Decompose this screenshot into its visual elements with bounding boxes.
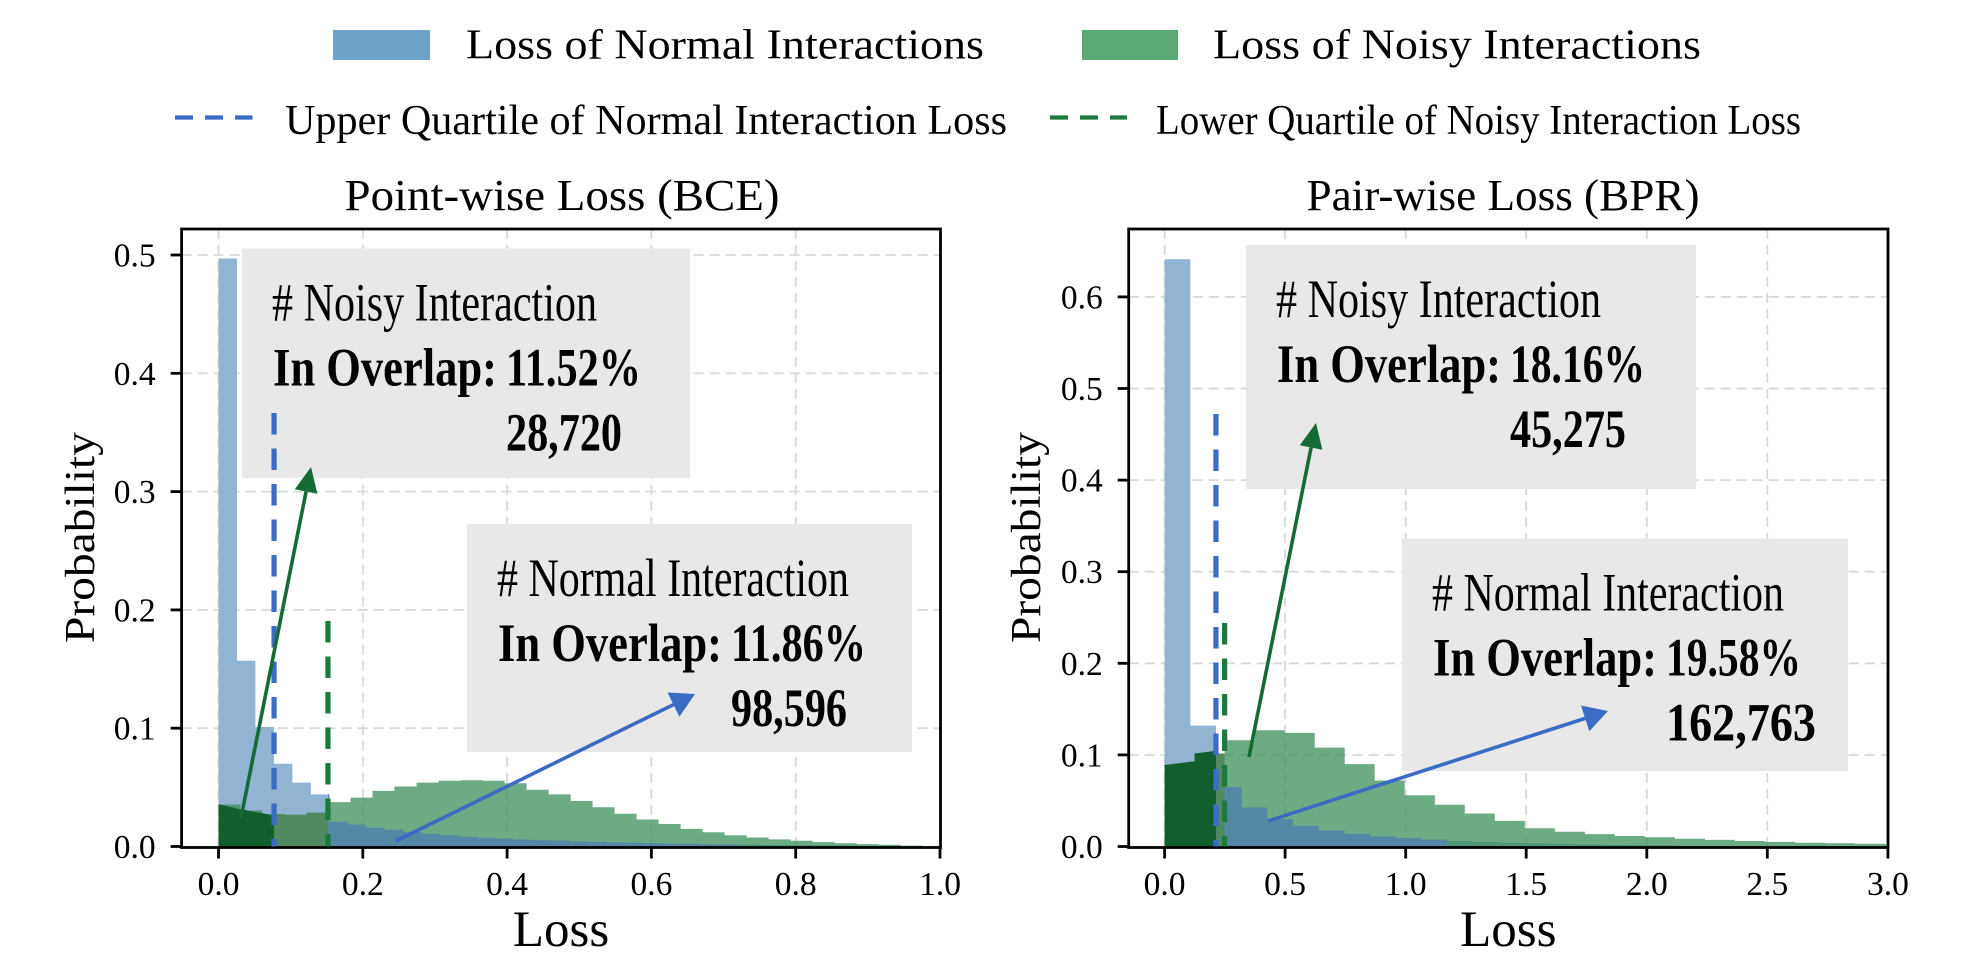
svg-text:0.8: 0.8: [775, 866, 817, 903]
svg-text:0.2: 0.2: [1061, 646, 1103, 683]
svg-text:0.6: 0.6: [1061, 279, 1103, 316]
svg-text:98,596: 98,596: [731, 678, 847, 738]
svg-text:45,275: 45,275: [1510, 399, 1626, 459]
svg-text:In Overlap:: In Overlap:: [1433, 628, 1657, 688]
svg-text:0.4: 0.4: [1061, 463, 1103, 500]
svg-text:28,720: 28,720: [506, 403, 622, 463]
svg-text:0.5: 0.5: [1264, 866, 1306, 903]
svg-text:0.4: 0.4: [114, 356, 156, 393]
svg-text:2.5: 2.5: [1746, 866, 1788, 903]
svg-text:Probability: Probability: [1004, 432, 1050, 643]
svg-text:0.0: 0.0: [1144, 866, 1186, 903]
svg-text:In Overlap:: In Overlap:: [273, 338, 497, 398]
svg-text:Loss of Noisy Interactions: Loss of Noisy Interactions: [1213, 23, 1701, 69]
svg-text:3.0: 3.0: [1867, 866, 1909, 903]
svg-text:11.52%: 11.52%: [506, 338, 641, 398]
svg-text:2.0: 2.0: [1626, 866, 1668, 903]
svg-text:# Normal Interaction: # Normal Interaction: [497, 548, 849, 608]
svg-text:1.0: 1.0: [1385, 866, 1427, 903]
svg-text:0.3: 0.3: [1061, 554, 1103, 591]
svg-text:# Noisy Interaction: # Noisy Interaction: [1276, 269, 1601, 329]
svg-text:# Noisy Interaction: # Noisy Interaction: [272, 273, 597, 333]
svg-text:0.0: 0.0: [1061, 829, 1103, 866]
svg-text:Upper Quartile of Normal Inter: Upper Quartile of Normal Interaction Los…: [285, 98, 1007, 144]
svg-text:0.2: 0.2: [114, 592, 156, 629]
svg-text:0.5: 0.5: [1061, 371, 1103, 408]
svg-text:0.6: 0.6: [630, 866, 672, 903]
svg-text:1.0: 1.0: [919, 866, 961, 903]
svg-text:Pair-wise Loss (BPR): Pair-wise Loss (BPR): [1307, 171, 1700, 220]
svg-text:0.2: 0.2: [342, 866, 384, 903]
svg-text:0.0: 0.0: [114, 829, 156, 866]
svg-text:0.3: 0.3: [114, 474, 156, 511]
svg-text:Probability: Probability: [58, 432, 104, 643]
svg-text:In Overlap:: In Overlap:: [498, 613, 722, 673]
svg-text:18.16%: 18.16%: [1510, 334, 1645, 394]
svg-text:Loss of Normal Interactions: Loss of Normal Interactions: [466, 23, 984, 69]
svg-text:0.5: 0.5: [114, 238, 156, 275]
svg-text:Loss: Loss: [1460, 902, 1556, 958]
svg-text:11.86%: 11.86%: [731, 613, 866, 673]
svg-text:19.58%: 19.58%: [1666, 628, 1801, 688]
svg-text:0.0: 0.0: [198, 866, 240, 903]
svg-text:# Normal Interaction: # Normal Interaction: [1432, 563, 1784, 623]
svg-text:0.1: 0.1: [1061, 737, 1103, 774]
svg-text:162,763: 162,763: [1666, 693, 1816, 753]
svg-text:1.5: 1.5: [1505, 866, 1547, 903]
svg-text:In Overlap:: In Overlap:: [1277, 334, 1501, 394]
svg-text:0.1: 0.1: [114, 711, 156, 748]
svg-text:Lower Quartile of Noisy Intera: Lower Quartile of Noisy Interaction Loss: [1156, 98, 1801, 144]
svg-text:Loss: Loss: [513, 902, 609, 958]
svg-text:Point-wise Loss (BCE): Point-wise Loss (BCE): [345, 171, 780, 220]
svg-text:0.4: 0.4: [486, 866, 528, 903]
